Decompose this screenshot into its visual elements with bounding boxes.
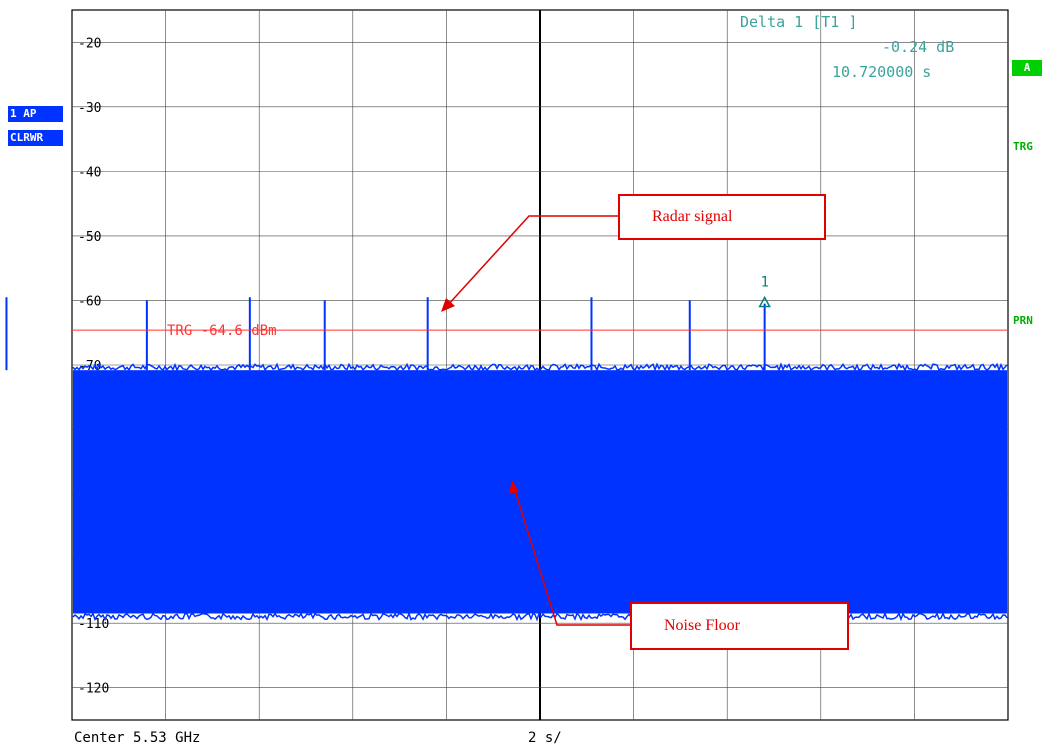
y-tick-label: -40 bbox=[78, 165, 101, 180]
y-tick-label: -20 bbox=[78, 36, 101, 51]
noise-arrow bbox=[513, 486, 630, 626]
trace-line bbox=[5, 297, 1008, 622]
callout-arrows bbox=[441, 215, 630, 626]
marker-label: 1 bbox=[761, 274, 769, 290]
noise-floor-callout: Noise Floor bbox=[630, 602, 849, 650]
noise-bottom-edge bbox=[72, 611, 1008, 622]
y-axis-tick-labels: -20-30-40-50-60-70-110-120 bbox=[78, 36, 109, 696]
radar-arrow bbox=[446, 215, 618, 307]
y-tick-label: -50 bbox=[78, 230, 101, 245]
time-per-division: 2 s/ bbox=[528, 730, 562, 746]
y-tick-label: -60 bbox=[78, 294, 101, 309]
delta-level: -0.24 dB bbox=[882, 38, 954, 56]
delta-marker-triangle bbox=[758, 295, 771, 308]
delta-title: Delta 1 [T1 ] bbox=[740, 13, 857, 31]
trg-label-right: TRG bbox=[1013, 140, 1033, 153]
trigger-label: TRG -64.6 dBm bbox=[167, 323, 277, 339]
delta-time: 10.720000 s bbox=[832, 63, 931, 81]
center-frequency: Center 5.53 GHz bbox=[74, 730, 201, 746]
trace-mode-badge: 1 AP bbox=[8, 106, 63, 122]
y-tick-label: -110 bbox=[78, 617, 109, 632]
markers: 11 bbox=[758, 274, 771, 308]
trace-clear-write-badge: CLRWR bbox=[8, 130, 63, 146]
prn-label-right: PRN bbox=[1013, 314, 1033, 327]
y-tick-label: -120 bbox=[78, 682, 109, 697]
radar-signal-callout: Radar signal bbox=[618, 194, 826, 240]
y-tick-label: -30 bbox=[78, 101, 101, 116]
radar-arrow-head bbox=[441, 298, 455, 312]
noise-top-edge bbox=[72, 362, 1008, 373]
noise-floor-band bbox=[73, 370, 1007, 614]
noise-arrow-head bbox=[509, 480, 519, 494]
a-badge: A bbox=[1012, 60, 1042, 76]
delta-readout: Delta 1 [T1 ] -0.24 dB 10.720000 s bbox=[740, 13, 954, 81]
